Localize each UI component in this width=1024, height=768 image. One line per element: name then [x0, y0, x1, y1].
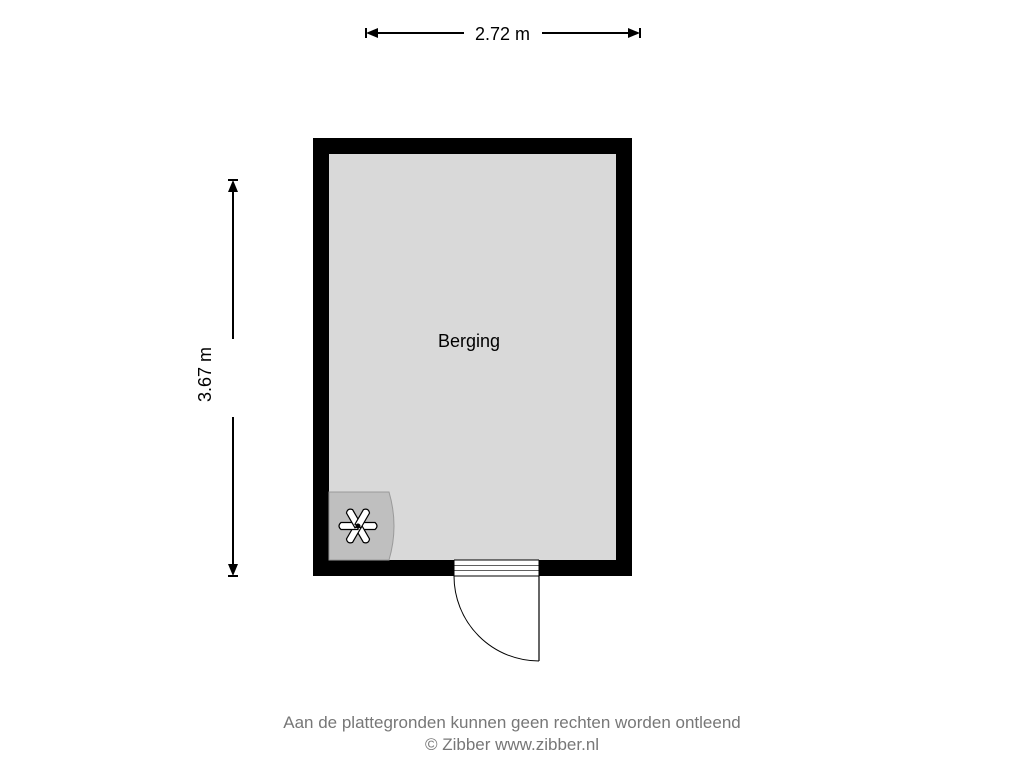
footer-line2: © Zibber www.zibber.nl — [425, 735, 599, 754]
room-label: Berging — [438, 331, 500, 352]
footer-line1: Aan de plattegronden kunnen geen rechten… — [283, 713, 740, 732]
dimension-width-label: 2.72 m — [475, 24, 530, 45]
floorplan-svg — [0, 0, 1024, 768]
footer-text: Aan de plattegronden kunnen geen rechten… — [0, 712, 1024, 756]
floorplan-canvas: 2.72 m 3.67 m Berging Aan de plattegrond… — [0, 0, 1024, 768]
dimension-height-label: 3.67 m — [195, 347, 216, 402]
